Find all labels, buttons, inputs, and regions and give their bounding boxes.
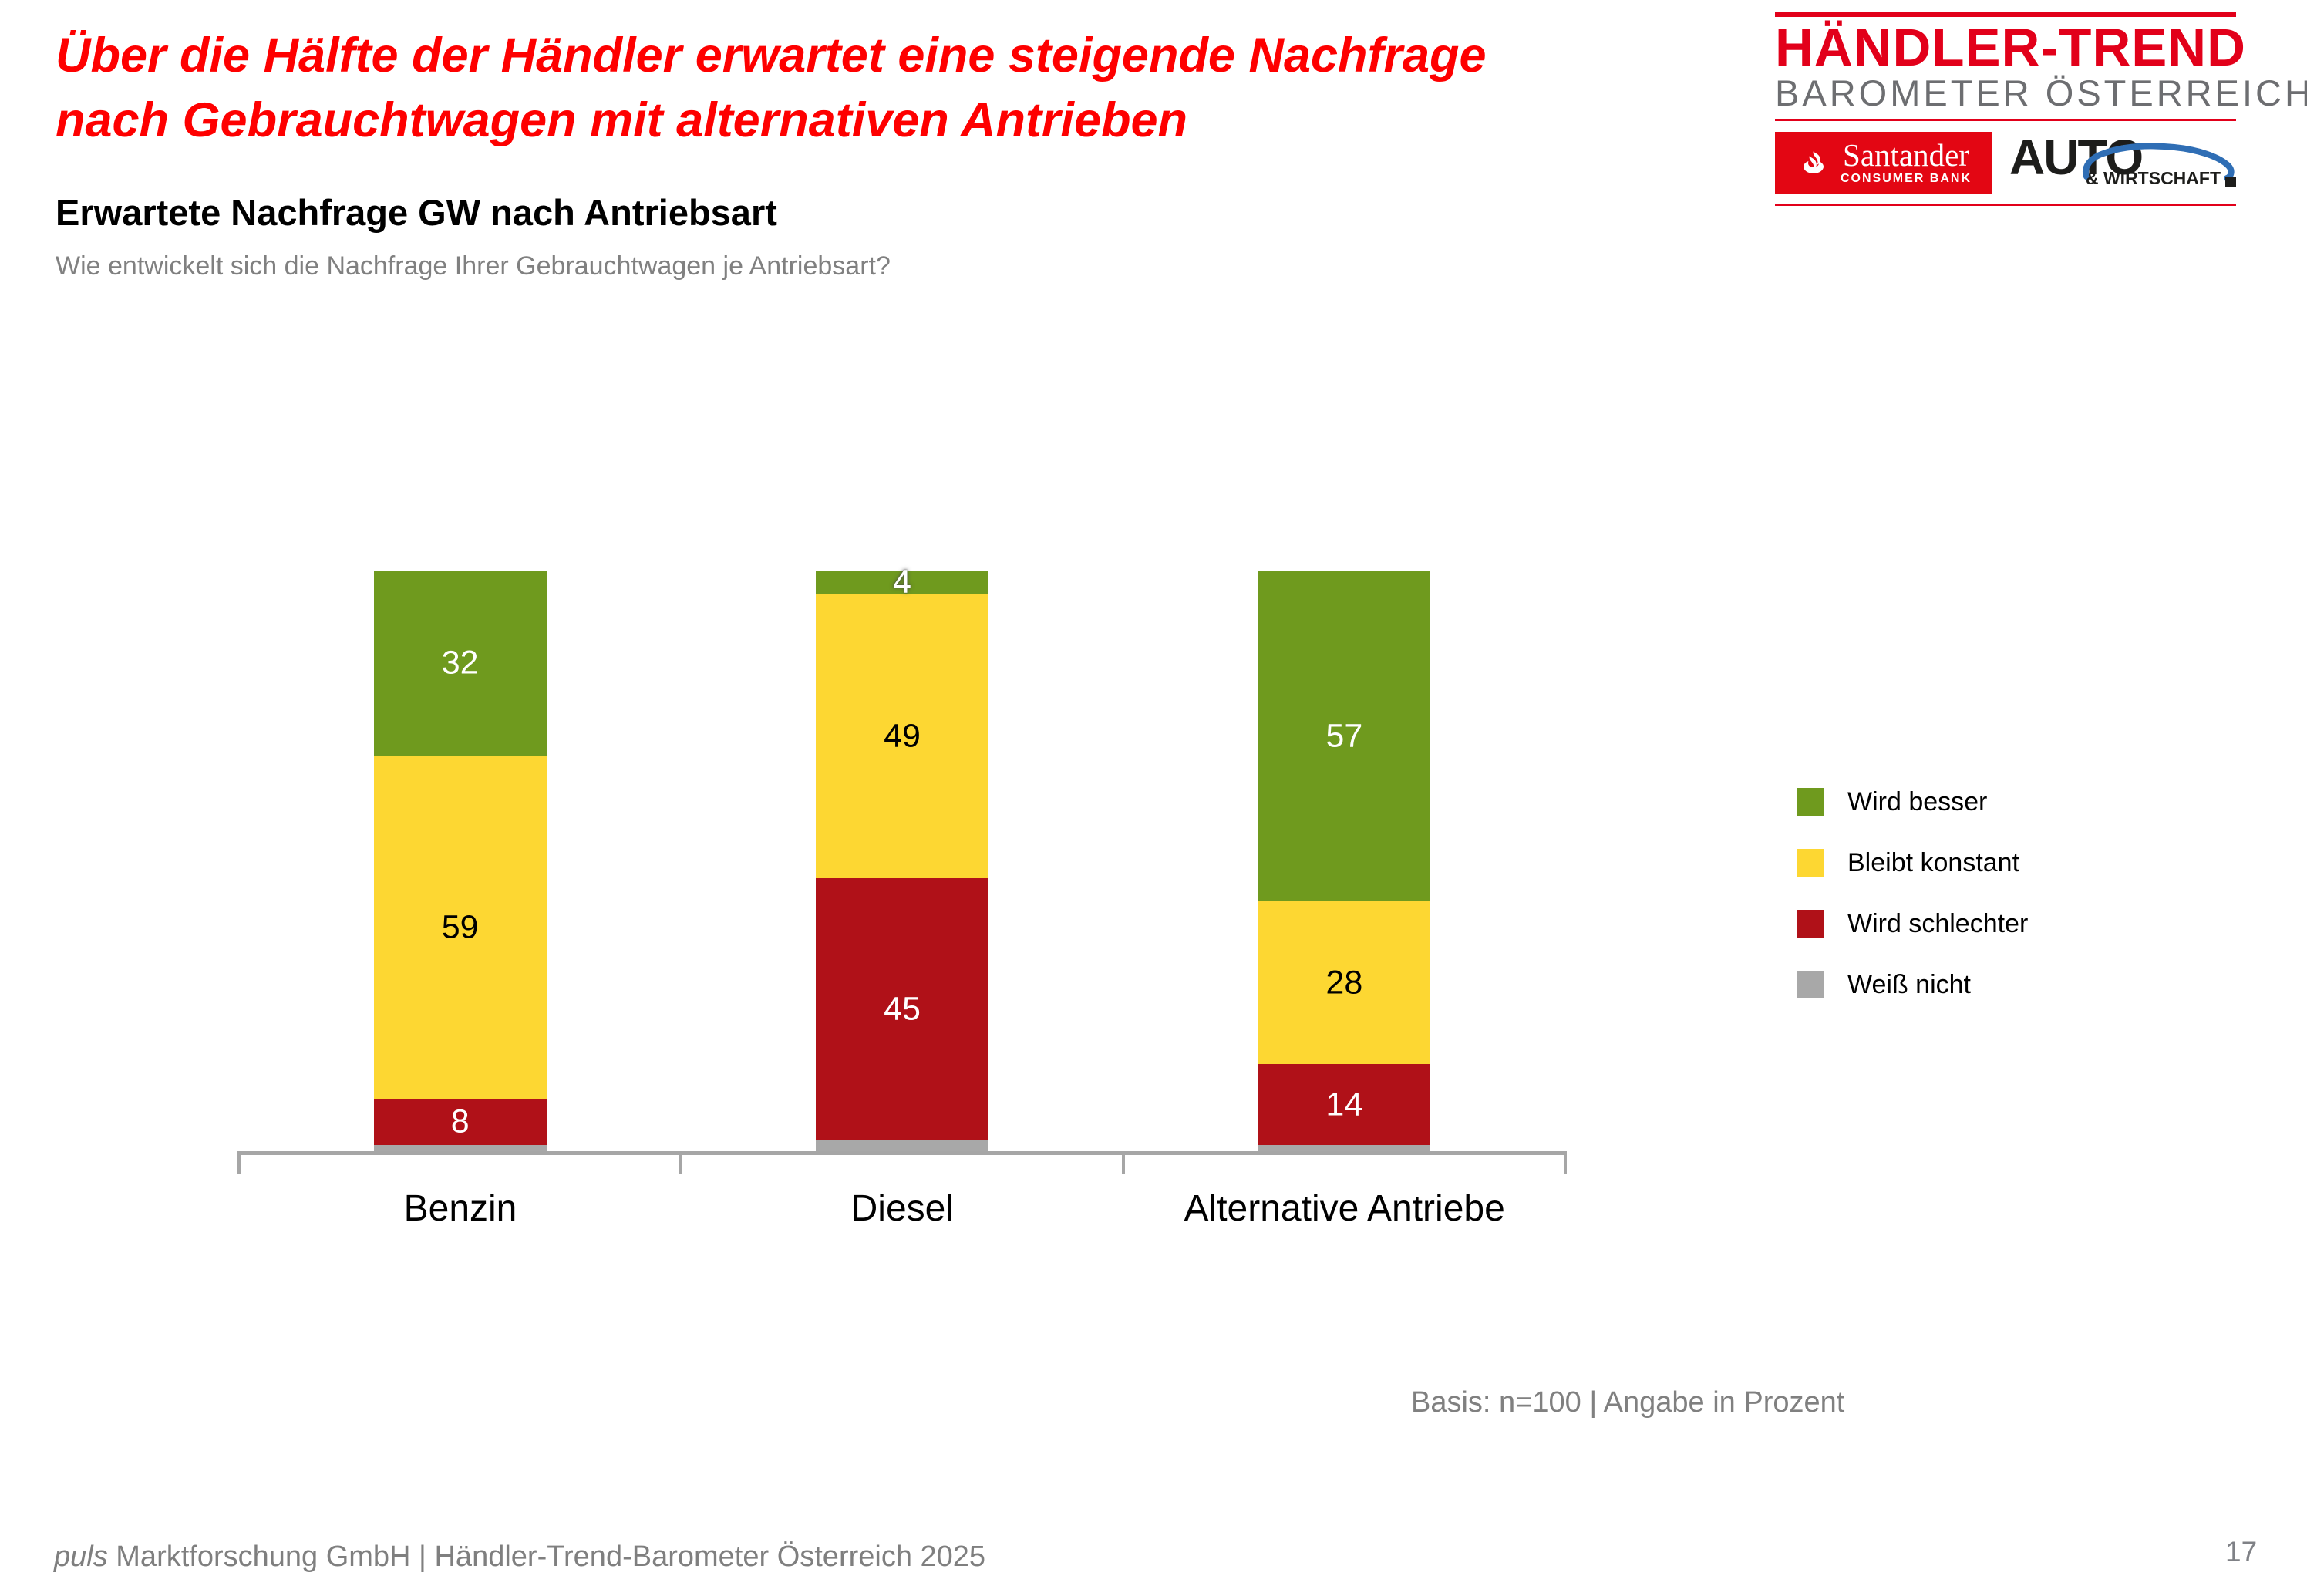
value-label-wird-schlechter-benzin: 8 [450,1103,470,1140]
logo-row: Santander CONSUMER BANK AUTO & WIRTSCHAF… [1775,132,2236,194]
legend-swatch-wei-nicht [1797,971,1824,998]
footer: puls Marktforschung GmbH | Händler-Trend… [54,1540,985,1574]
category-label-diesel: Diesel [850,1188,955,1229]
slide-title-line1: Über die Hälfte der Händler erwartet ein… [56,29,1487,82]
segment-wird-besser-alternative-antriebe: 57 [1258,571,1431,902]
chart-title: Erwartete Nachfrage GW nach Antriebsart [56,192,777,233]
legend-label-wird-besser: Wird besser [1847,786,1988,817]
legend-label-bleibt-konstant: Bleibt konstant [1847,847,2020,877]
santander-flame-icon [1804,151,1824,173]
logo-title: HÄNDLER-TREND [1775,18,2246,77]
value-label-bleibt-konstant-benzin: 59 [441,908,479,946]
car-outline-icon [2083,143,2235,181]
category-label-alternative-antriebe: Alternative Antriebe [1184,1188,1505,1229]
stacked-bar-benzin: 32 59 8 [373,571,547,1151]
value-label-wird-schlechter-alternative-antriebe: 14 [1325,1086,1363,1123]
page-number: 17 [2225,1536,2258,1567]
value-label-wird-besser-alternative-antriebe: 57 [1325,717,1363,755]
x-axis-line [237,1151,1567,1155]
basis-note: Basis: n=100 | Angabe in Prozent [1411,1386,1845,1419]
legend: Wird besser Bleibt konstant Wird schlechte… [1797,786,2029,999]
segment-wird-besser-diesel: 4 [816,564,988,601]
santander-wordmark: Santander [1843,137,1969,173]
value-label-bleibt-konstant-diesel: 49 [884,717,921,755]
segment-wird-besser-benzin: 32 [373,571,547,756]
auto-wirtschaft-logo: AUTO & WIRTSCHAFT [2006,132,2236,194]
legend-item-wird-besser: Wird besser [1797,786,2028,817]
footer-brand: puls [54,1540,108,1573]
logo-rule-top [1775,12,2236,17]
segment-wei-nicht-benzin [373,1145,547,1151]
logo-subtitle: BAROMETER ÖSTERREICH [1775,72,2307,113]
x-axis-tick [679,1151,683,1174]
santander-logo: Santander CONSUMER BANK [1775,132,1992,194]
footer-text: Marktforschung GmbH | Händler-Trend-Baro… [107,1540,986,1573]
stacked-bar-diesel: 4 49 45 [816,564,988,1151]
value-label-bleibt-konstant-alternative-antriebe: 28 [1325,964,1363,1002]
stacked-bar-alternative-antriebe: 57 28 14 [1258,571,1431,1151]
legend-swatch-bleibt-konstant [1797,849,1824,877]
wirtschaft-wordmark: & WIRTSCHAFT [2085,168,2221,188]
legend-label-wird-schlechter: Wird schlechter [1847,908,2029,938]
value-label-wird-besser-diesel: 4 [893,563,911,601]
segment-bleibt-konstant-diesel: 49 [816,594,988,879]
slide-title: Über die Hälfte der Händler erwartet ein… [56,23,1721,153]
segment-wei-nicht-diesel [816,1139,988,1151]
segment-wird-schlechter-diesel: 45 [816,878,988,1140]
segment-wird-schlechter-alternative-antriebe: 14 [1258,1064,1431,1146]
logo-rule-bottom [1775,204,2236,206]
auto-wordmark: AUTO [2009,130,2144,185]
value-label-wird-schlechter-diesel: 45 [884,990,921,1027]
legend-swatch-wird-besser [1797,788,1824,816]
santander-consumer-bank: CONSUMER BANK [1841,172,1972,185]
legend-label-wei-nicht: Weiß nicht [1847,969,1971,999]
legend-item-wird-schlechter: Wird schlechter [1797,908,2029,938]
value-label-wird-besser-benzin: 32 [441,644,479,682]
chart-question: Wie entwickelt sich die Nachfrage Ihrer … [56,251,891,281]
logo-rule-mid [1775,119,2236,121]
x-axis-tick [1121,1151,1125,1174]
haendler-trend-logo: HÄNDLER-TREND BAROMETER ÖSTERREICH Santa… [1775,12,2307,206]
legend-item-wei-nicht: Weiß nicht [1797,969,2028,999]
slide-title-line2: nach Gebrauchtwagen mit alternativen Ant… [56,93,1187,147]
segment-wei-nicht-alternative-antriebe [1258,1145,1431,1151]
segment-wird-schlechter-benzin: 8 [373,1099,547,1146]
plot-area: 32 59 8 4 49 45 57 28 14 [239,564,1565,1151]
segment-bleibt-konstant-alternative-antriebe: 28 [1258,901,1431,1065]
x-axis-tick [237,1151,241,1174]
legend-item-bleibt-konstant: Bleibt konstant [1797,847,2028,877]
santander-text: Santander CONSUMER BANK [1841,139,1972,187]
legend-swatch-wird-schlechter [1797,910,1824,938]
x-axis-tick [1564,1151,1567,1174]
category-label-benzin: Benzin [403,1188,517,1229]
segment-bleibt-konstant-benzin: 59 [373,756,547,1099]
wirtschaft-period [2225,177,2236,187]
